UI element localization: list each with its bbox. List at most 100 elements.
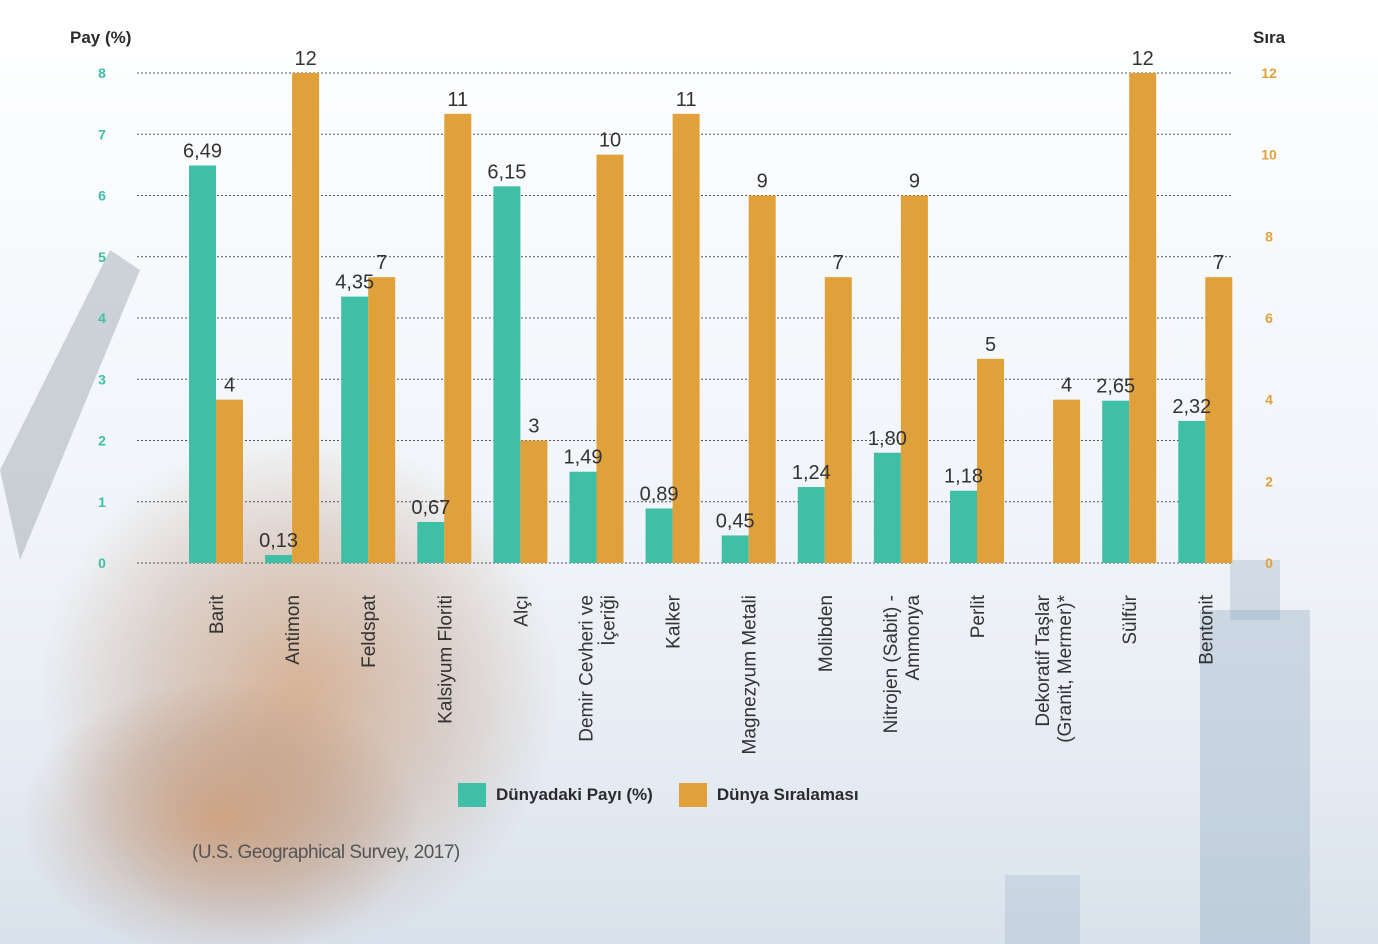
data-label-rank: 9 bbox=[909, 171, 920, 193]
source-note: (U.S. Geographical Survey, 2017) bbox=[192, 842, 460, 863]
bar-share bbox=[417, 521, 445, 563]
data-label-share: 0,13 bbox=[259, 530, 298, 552]
data-label-share: 0,45 bbox=[716, 510, 755, 532]
right-tick-label: 12 bbox=[1261, 65, 1277, 81]
left-tick-label: 3 bbox=[98, 371, 106, 387]
bar-rank bbox=[1053, 399, 1081, 563]
category-labels: Barit Antimon Feldspat Kalsiyum Floriti Alçı… bbox=[207, 594, 1217, 754]
category-label-line: Molibden bbox=[816, 595, 837, 672]
bar-rank bbox=[520, 440, 548, 563]
right-tick-label: 2 bbox=[1265, 473, 1273, 489]
category-label-line: İçeriği bbox=[599, 595, 620, 646]
bar-rank bbox=[824, 277, 852, 563]
data-label-rank: 5 bbox=[985, 334, 996, 356]
left-tick-label: 7 bbox=[98, 126, 106, 142]
bar-share bbox=[721, 535, 749, 563]
bar-rank bbox=[1129, 73, 1157, 563]
right-tick-label: 0 bbox=[1265, 555, 1273, 571]
category-label: Kalsiyum Floriti bbox=[435, 595, 456, 724]
data-label-share: 4,35 bbox=[335, 272, 374, 294]
left-axis-title: Pay (%) bbox=[70, 28, 131, 47]
legend-label-rank: Dünya Sıralaması bbox=[716, 785, 859, 804]
right-tick-label: 8 bbox=[1265, 228, 1273, 244]
bar-share bbox=[1102, 400, 1130, 563]
bar-rank bbox=[1205, 277, 1233, 563]
left-tick-label: 4 bbox=[98, 310, 106, 326]
bar-share bbox=[950, 490, 977, 563]
data-label-rank: 4 bbox=[224, 375, 235, 397]
data-label-rank: 7 bbox=[376, 252, 387, 274]
data-labels: 6,4940,13124,3570,67116,1531,49100,89110… bbox=[183, 48, 1224, 552]
left-tick-label: 5 bbox=[98, 249, 106, 265]
bar-rank bbox=[977, 358, 1004, 563]
data-label-rank: 10 bbox=[599, 130, 621, 152]
data-label-rank: 11 bbox=[676, 89, 697, 111]
data-label-rank: 9 bbox=[757, 171, 768, 193]
category-label-line: Sülfür bbox=[1120, 594, 1141, 644]
category-label: Molibden bbox=[816, 595, 837, 672]
category-label: Perlit bbox=[968, 594, 989, 638]
right-tick-label: 4 bbox=[1265, 392, 1273, 408]
category-label-line: Demir Cevheri ve bbox=[577, 595, 598, 742]
left-tick-label: 1 bbox=[98, 494, 106, 510]
data-label-share: 0,67 bbox=[411, 497, 450, 519]
right-tick-label: 10 bbox=[1261, 147, 1277, 163]
left-tick-label: 0 bbox=[98, 555, 106, 571]
category-label-line: Perlit bbox=[968, 594, 989, 638]
category-label: Feldspat bbox=[359, 594, 380, 668]
right-axis-ticks: 0 2 4 6 8 10 12 bbox=[1261, 65, 1277, 571]
data-label-rank: 4 bbox=[1061, 375, 1072, 397]
left-tick-label: 2 bbox=[98, 433, 106, 449]
category-label: Magnezyum Metali bbox=[740, 595, 761, 754]
data-label-rank: 12 bbox=[1132, 48, 1154, 70]
bar-rank bbox=[672, 113, 700, 563]
category-label-line: Alçı bbox=[511, 595, 532, 627]
left-axis-ticks: 0 1 2 3 4 5 6 7 8 bbox=[98, 65, 106, 571]
legend-item-rank: Dünya Sıralaması bbox=[678, 783, 859, 807]
category-label: Sülfür bbox=[1120, 594, 1141, 644]
legend-swatch-share bbox=[458, 783, 486, 807]
data-label-rank: 12 bbox=[294, 48, 316, 70]
data-label-rank: 3 bbox=[528, 416, 539, 438]
data-label-share: 0,89 bbox=[640, 483, 679, 505]
data-label-share: 2,65 bbox=[1096, 376, 1135, 398]
data-label-share: 1,24 bbox=[792, 462, 831, 484]
bar-rank bbox=[748, 195, 776, 563]
bars bbox=[189, 73, 1233, 564]
data-label-share: 6,15 bbox=[487, 161, 526, 183]
bar-share bbox=[493, 186, 521, 563]
bar-rank bbox=[444, 113, 472, 563]
data-label-rank: 11 bbox=[447, 89, 468, 111]
category-label: Alçı bbox=[511, 595, 532, 627]
category-label: Dekoratif Taşlar (Granit, Mermer)* bbox=[1033, 594, 1076, 742]
data-label-rank: 7 bbox=[1213, 252, 1224, 274]
bar-share bbox=[189, 165, 216, 564]
category-label-line: Feldspat bbox=[359, 594, 380, 668]
category-label: Kalker bbox=[664, 594, 685, 649]
bar-share bbox=[797, 487, 825, 563]
bar-share bbox=[569, 471, 597, 563]
left-tick-label: 6 bbox=[98, 188, 106, 204]
bar-share bbox=[1178, 420, 1206, 563]
category-label: Nitrojen (Sabit) - Ammonya bbox=[881, 595, 924, 734]
left-tick-label: 8 bbox=[98, 65, 106, 81]
bar-rank bbox=[292, 73, 320, 563]
data-label-share: 6,49 bbox=[183, 140, 222, 162]
bar-rank bbox=[900, 195, 928, 563]
legend-swatch-rank bbox=[678, 783, 707, 807]
bar-rank bbox=[596, 154, 624, 563]
category-label-line: Barit bbox=[207, 594, 228, 634]
data-label-rank: 7 bbox=[833, 252, 844, 274]
right-axis-title: Sıra bbox=[1253, 28, 1286, 47]
category-label-line: Magnezyum Metali bbox=[740, 595, 761, 754]
category-label: Barit bbox=[207, 594, 228, 634]
legend-label-share: Dünyadaki Payı (%) bbox=[496, 785, 653, 804]
bar-rank bbox=[216, 399, 243, 563]
legend-item-share: Dünyadaki Payı (%) bbox=[458, 783, 653, 807]
bar-share bbox=[341, 296, 369, 563]
category-label-line: Antimon bbox=[283, 595, 304, 665]
bar-rank bbox=[368, 277, 396, 563]
legend: Dünyadaki Payı (%) Dünya Sıralaması bbox=[458, 783, 859, 807]
category-label-line: Nitrojen (Sabit) - bbox=[881, 595, 902, 733]
